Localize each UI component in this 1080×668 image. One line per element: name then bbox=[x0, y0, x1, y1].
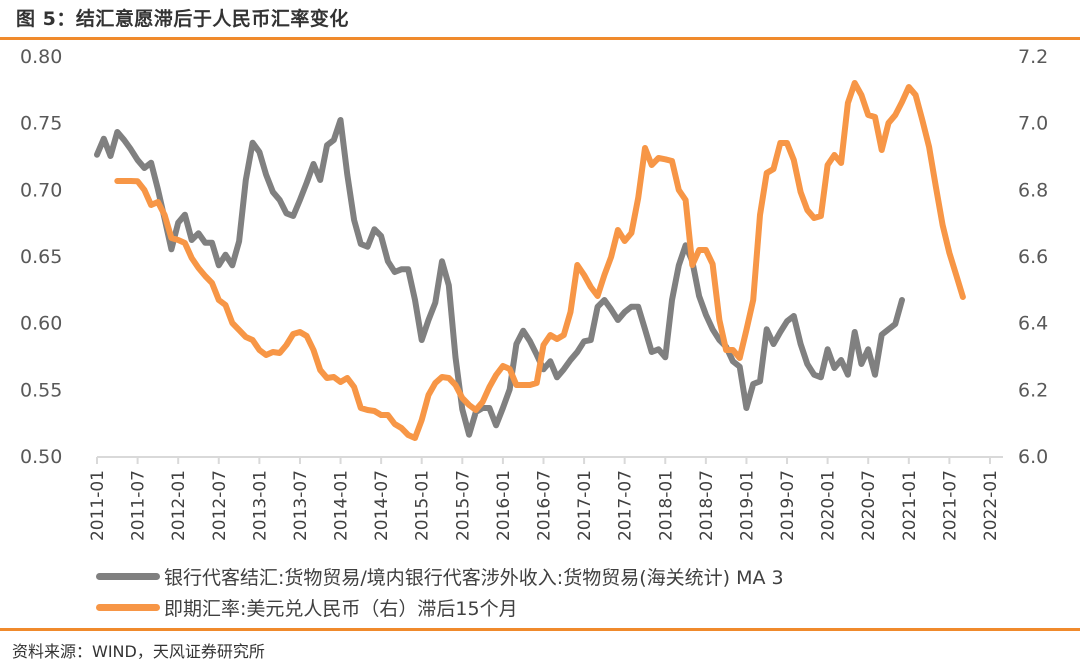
right-y-tick-label: 6.8 bbox=[1018, 179, 1048, 201]
x-tick-label: 2011-01 bbox=[88, 470, 108, 541]
x-tick-label: 2015-01 bbox=[413, 470, 433, 541]
x-tick-label: 2013-01 bbox=[250, 470, 270, 541]
left-y-tick-label: 0.55 bbox=[20, 379, 62, 401]
top-divider bbox=[0, 37, 1080, 40]
x-tick-label: 2012-01 bbox=[169, 470, 189, 541]
x-tick-label: 2020-07 bbox=[859, 470, 879, 541]
x-tick-label: 2014-01 bbox=[332, 470, 352, 541]
series-line-gray bbox=[94, 117, 905, 438]
left-y-tick-label: 0.80 bbox=[20, 46, 62, 68]
legend-label-gray: 银行代客结汇:货物贸易/境内银行代客涉外收入:货物贸易(海关统计) MA 3 bbox=[164, 567, 784, 589]
x-tick-label: 2017-07 bbox=[616, 470, 636, 541]
legend-item-gray: 银行代客结汇:货物贸易/境内银行代客涉外收入:货物贸易(海关统计) MA 3 bbox=[96, 563, 784, 590]
x-tick-label: 2021-01 bbox=[900, 470, 920, 541]
series-line-orange bbox=[114, 80, 966, 441]
x-tick-label: 2016-01 bbox=[494, 470, 514, 541]
left-y-tick-label: 0.70 bbox=[20, 179, 62, 201]
x-tick-label: 2018-07 bbox=[697, 470, 717, 541]
left-y-tick-label: 0.60 bbox=[20, 313, 62, 335]
line-chart: 0.80 0.75 0.70 0.65 0.60 0.55 0.50 7.2 7.0 6.8 6.… bbox=[20, 46, 1048, 541]
right-y-axis: 7.2 7.0 6.8 6.6 6.4 6.2 6.0 bbox=[1018, 46, 1048, 468]
x-tick-label: 2015-07 bbox=[453, 470, 473, 541]
x-tick-label: 2011-07 bbox=[129, 470, 149, 541]
bottom-divider bbox=[0, 628, 1080, 631]
legend-swatch-gray bbox=[96, 573, 160, 580]
left-y-tick-label: 0.50 bbox=[20, 446, 62, 468]
right-y-tick-label: 6.2 bbox=[1018, 379, 1048, 401]
x-tick-label: 2020-01 bbox=[819, 470, 839, 541]
right-y-tick-label: 7.2 bbox=[1018, 46, 1048, 68]
x-axis: 2011-01 2011-07 2012-01 2012-07 2013-01 2013-… bbox=[88, 456, 1003, 541]
legend-swatch-orange bbox=[96, 604, 160, 611]
x-tick-label: 2017-01 bbox=[575, 470, 595, 541]
source-note: 资料来源：WIND，天风证券研究所 bbox=[12, 642, 265, 661]
right-y-tick-label: 6.4 bbox=[1018, 313, 1048, 335]
right-y-tick-label: 6.6 bbox=[1018, 246, 1048, 268]
x-tick-label: 2022-01 bbox=[981, 470, 1001, 541]
legend-item-orange: 即期汇率:美元兑人民币（右）滞后15个月 bbox=[96, 594, 518, 621]
x-tick-label: 2018-01 bbox=[656, 470, 676, 541]
x-tick-label: 2019-07 bbox=[778, 470, 798, 541]
right-y-tick-label: 7.0 bbox=[1018, 113, 1048, 135]
left-y-axis: 0.80 0.75 0.70 0.65 0.60 0.55 0.50 bbox=[20, 46, 62, 468]
x-tick-label: 2021-07 bbox=[940, 470, 960, 541]
x-tick-label: 2014-07 bbox=[372, 470, 392, 541]
right-y-tick-label: 6.0 bbox=[1018, 446, 1048, 468]
x-tick-label: 2019-01 bbox=[737, 470, 757, 541]
x-tick-label: 2012-07 bbox=[210, 470, 230, 541]
left-y-tick-label: 0.65 bbox=[20, 246, 62, 268]
legend-label-orange: 即期汇率:美元兑人民币（右）滞后15个月 bbox=[164, 598, 518, 620]
x-tick-label: 2016-07 bbox=[534, 470, 554, 541]
x-tick-label: 2013-07 bbox=[291, 470, 311, 541]
left-y-tick-label: 0.75 bbox=[20, 113, 62, 135]
chart-title: 图 5：结汇意愿滞后于人民币汇率变化 bbox=[16, 8, 349, 30]
series-lines bbox=[94, 80, 966, 441]
